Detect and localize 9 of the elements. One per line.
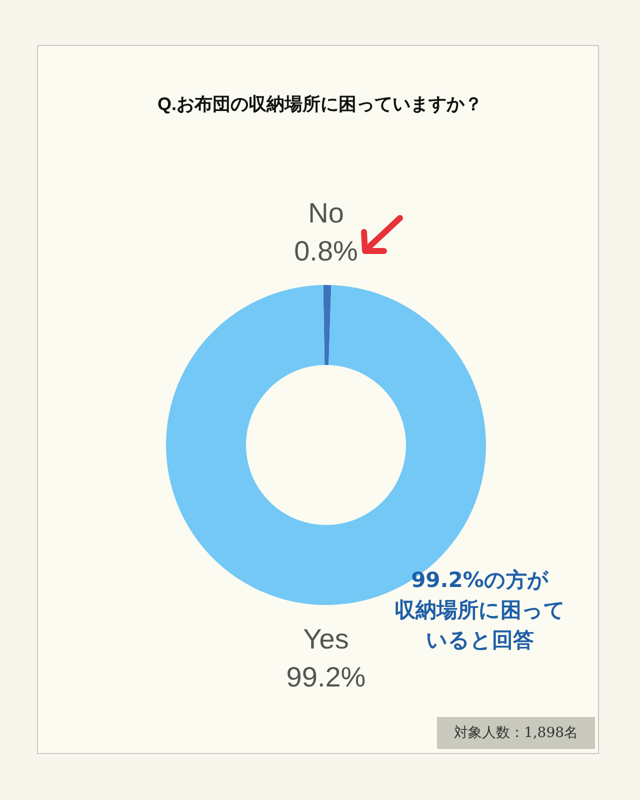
text: いると回答 xyxy=(425,627,535,654)
slice-label: Yes xyxy=(303,624,349,654)
data-label: 0.8% xyxy=(294,236,358,266)
text: 収納場所に困って xyxy=(394,597,566,624)
data-label: 99.2% xyxy=(286,662,366,692)
chart-title: Q.お布団の収納場所に困っていますか？ xyxy=(157,94,483,114)
slice-label: No xyxy=(308,198,344,228)
text: 対象人数：1,898名 xyxy=(437,717,595,749)
text: 99.2%の方が xyxy=(410,567,550,594)
